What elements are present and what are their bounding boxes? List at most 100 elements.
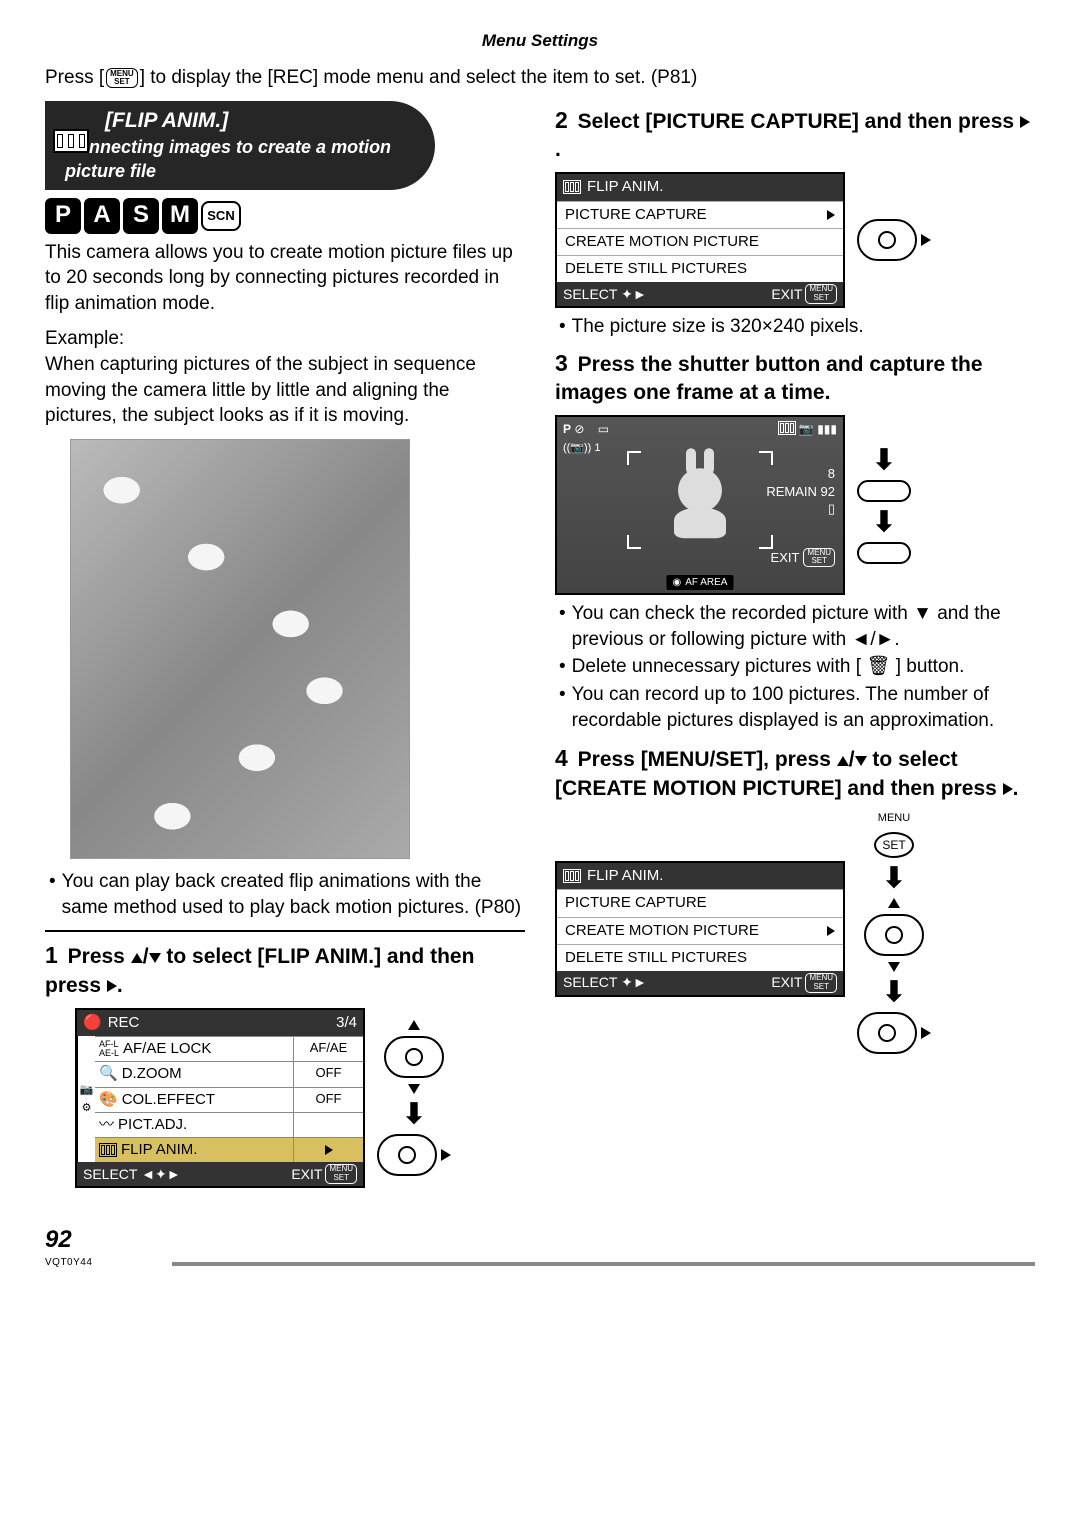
bullet-dot: • [49,869,56,920]
dpad-icon [384,1036,444,1078]
step1-ui: 🔴REC 3/4 📷⚙ AF-LAE-LAF/AE LOCKAF/AE 🔍 D.… [75,1008,525,1188]
shutter-icon [857,542,911,564]
capture-preview: P ⊘ ▭ 📷 ▮▮▮ ((📷)) 1 8 REMAIN 92 ▯ EXITME… [555,415,845,595]
page-number: 92 [45,1224,1035,1256]
t: FLIP ANIM. [587,866,663,886]
t: The picture size is 320×240 pixels. [572,314,864,340]
menu-row: 〰 PICT.ADJ. [95,1112,363,1137]
mode-s: S [123,198,159,234]
t: Delete unnecessary pictures with [ 🗑 ] b… [572,654,965,680]
t: EXIT [771,285,802,304]
l: PICT.ADJ. [118,1115,187,1135]
flip-menu-2: FLIP ANIM. PICTURE CAPTURE CREATE MOTION… [555,861,845,997]
footer: SELECT ✦► EXITMENUSET [557,971,843,995]
top-instruction: Press [ MENU SET ] to display the [REC] … [45,65,1035,91]
step1-heading: 1 Press / to select [FLIP ANIM.] and the… [45,930,525,1000]
example-text: When capturing pictures of the subject i… [45,352,525,429]
down-arrow-icon: ⬇ [882,864,905,892]
flip-subtitle: Connecting images to create a motion pic… [55,135,405,184]
bullet-text: You can play back created flip animation… [62,869,525,920]
set-button-icon: SET [874,832,914,858]
example-label: Example: [45,326,525,352]
up-icon [837,756,849,766]
arrow-icon [827,926,835,936]
flip-title: [FLIP ANIM.] [55,107,405,135]
t: SELECT [563,286,617,302]
down-icon [855,756,867,766]
right-icon [441,1149,451,1161]
right-icon [1020,116,1030,128]
footer: 92 VQT0Y44 [45,1224,1035,1270]
down-icon [888,962,900,972]
intro-text: This camera allows you to create motion … [45,240,525,317]
rec-menu: 🔴REC 3/4 📷⚙ AF-LAE-LAF/AE LOCKAF/AE 🔍 D.… [75,1008,365,1188]
dpad-icon [857,219,917,261]
step-number: 3 [555,350,568,376]
menu-row-selected: CREATE MOTION PICTURE [557,917,843,944]
page-indicator: 3/4 [336,1013,357,1033]
l: PICTURE CAPTURE [565,893,707,913]
mode-p: P [45,198,81,234]
example-image-sequence [70,439,410,859]
down-arrow-icon: ⬇ [402,1100,425,1128]
step3-heading: 3 Press the shutter button and capture t… [555,348,1035,408]
l: COL.EFFECT [122,1090,215,1110]
v [293,1113,363,1137]
menu-label: MENU [878,811,910,826]
menu-row: AF-LAE-LAF/AE LOCKAF/AE [95,1036,363,1061]
footer: SELECT ✦► EXITMENUSET [557,282,843,306]
menu-row: DELETE STILL PICTURES [557,944,843,971]
step-number: 2 [555,107,568,133]
left-bullet: • You can play back created flip animati… [49,869,525,920]
l: DELETE STILL PICTURES [565,259,747,279]
menu-set-icon: MENU SET [106,68,138,88]
arrow-icon [827,210,835,220]
dpad-icons: ⬇ [377,1020,451,1176]
up-icon [408,1020,420,1030]
txt: ] to display the [REC] mode menu and sel… [140,65,698,91]
step3-bullet: •You can check the recorded picture with… [559,601,1035,652]
t: Press [MENU/SET], press [578,748,837,771]
rec-titlebar: 🔴REC 3/4 [77,1010,363,1036]
menu-row-selected: FLIP ANIM. [95,1137,363,1162]
mode-m: M [162,198,198,234]
stab: ((📷)) 1 [557,441,843,456]
hdr: FLIP ANIM. [557,174,843,200]
dpad-icon [377,1134,437,1176]
t: EXIT [291,1165,322,1184]
v: OFF [293,1062,363,1086]
step2-heading: 2 Select [PICTURE CAPTURE] and then pres… [555,105,1035,165]
flip-title-box: [FLIP ANIM.] Connecting images to create… [45,101,435,190]
dpad-icon [864,914,924,956]
capture-topbar: P ⊘ ▭ 📷 ▮▮▮ [557,417,843,441]
mode-a: A [84,198,120,234]
up-icon [131,953,143,963]
menu-row-disabled: DELETE STILL PICTURES [557,255,843,282]
l: CREATE MOTION PICTURE [565,921,759,941]
v: OFF [293,1088,363,1112]
txt: Press [ [45,65,104,91]
menu-row: 🎨 COL.EFFECTOFF [95,1087,363,1112]
left-column: [FLIP ANIM.] Connecting images to create… [45,101,525,1194]
t: Press [68,945,131,968]
flip-menu: FLIP ANIM. PICTURE CAPTURE CREATE MOTION… [555,172,845,308]
af-area: ◉ AF AREA [667,575,734,591]
step3-bullet: •You can record up to 100 pictures. The … [559,682,1035,733]
t: REC [108,1013,140,1033]
up-icon [888,898,900,908]
dpad-icon [857,1012,917,1054]
l: DELETE STILL PICTURES [565,948,747,968]
l: D.ZOOM [122,1064,182,1084]
footer-line [172,1262,1035,1266]
menu-row: PICTURE CAPTURE [557,889,843,916]
doc-id: VQT0Y44 [45,1256,92,1270]
t: FLIP ANIM. [587,177,663,197]
t: SELECT [83,1166,137,1182]
step3-bullet: •Delete unnecessary pictures with [ 🗑 ] … [559,654,1035,680]
menu-row: CREATE MOTION PICTURE [557,228,843,255]
step4-heading: 4 Press [MENU/SET], press / to select [C… [555,743,1035,803]
b: SET [114,78,130,86]
shutter-icon [857,480,911,502]
step-number: 1 [45,942,58,968]
header-title: Menu Settings [45,30,1035,53]
